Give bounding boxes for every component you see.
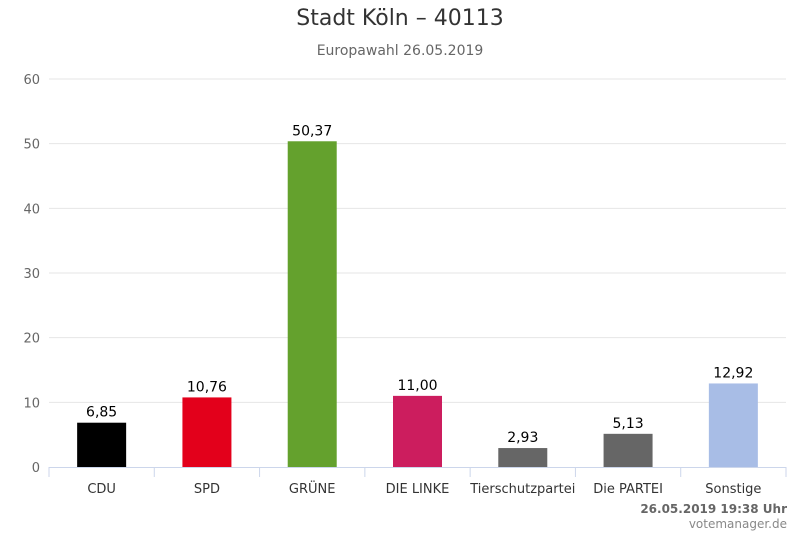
- bar[interactable]: [708, 383, 758, 467]
- chart-title: Stadt Köln – 40113: [296, 6, 504, 31]
- bar[interactable]: [287, 141, 337, 468]
- bar-value-label: 11,00: [397, 378, 437, 394]
- x-tick-label: CDU: [87, 482, 116, 497]
- bar-value-label: 5,13: [612, 416, 643, 432]
- x-tick-label: Sonstige: [705, 482, 761, 497]
- bar[interactable]: [603, 433, 653, 467]
- x-tick-label: GRÜNE: [289, 480, 336, 497]
- bar-value-label: 6,85: [86, 405, 117, 421]
- bar-value-label: 2,93: [507, 430, 538, 446]
- y-tick-label: 50: [23, 138, 40, 153]
- bar[interactable]: [498, 448, 548, 467]
- bars: 6,85 10,76 50,37 11,00 2,93 5,13 12,92: [77, 123, 758, 468]
- y-tick-label: 10: [23, 396, 40, 411]
- x-axis: CDU SPD GRÜNE DIE LINKE Tierschutzpartei Die …: [48, 467, 787, 497]
- bar-value-label: 12,92: [713, 365, 753, 381]
- credit-link[interactable]: votemanager.de: [688, 517, 787, 531]
- y-axis: 0 10 20 30 40 50 60: [23, 73, 40, 476]
- x-tick-label: SPD: [194, 482, 220, 497]
- bar[interactable]: [393, 395, 442, 467]
- y-tick-label: 30: [23, 267, 40, 282]
- chart-subtitle: Europawahl 26.05.2019: [316, 43, 484, 59]
- x-tick-label: Tierschutzpartei: [469, 482, 575, 497]
- bar-value-label: 50,37: [292, 123, 332, 139]
- bar[interactable]: [77, 422, 127, 467]
- x-tick-label: DIE LINKE: [386, 482, 450, 497]
- y-tick-label: 40: [23, 202, 40, 217]
- y-tick-label: 60: [23, 73, 40, 88]
- timestamp: 26.05.2019 19:38 Uhr: [640, 502, 787, 516]
- grid-lines: [49, 78, 786, 403]
- y-tick-label: 0: [32, 461, 40, 476]
- x-tick-label: Die PARTEI: [593, 482, 663, 497]
- y-tick-label: 20: [23, 332, 40, 347]
- bar[interactable]: [182, 397, 232, 467]
- bar-value-label: 10,76: [187, 379, 227, 395]
